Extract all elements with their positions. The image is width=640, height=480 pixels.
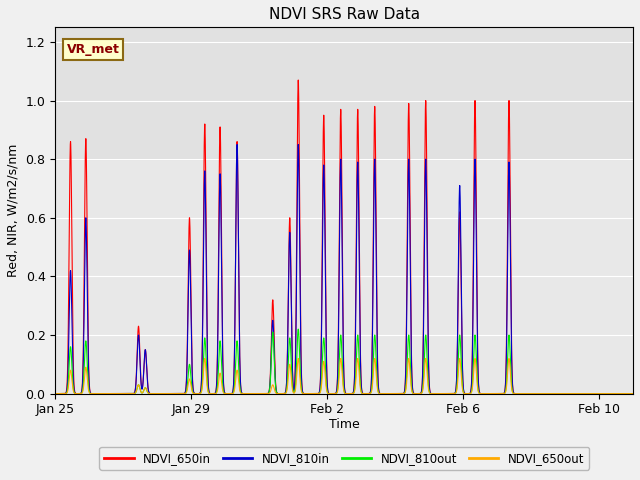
- Line: NDVI_650out: NDVI_650out: [55, 359, 633, 394]
- NDVI_650out: [51, 391, 59, 396]
- NDVI_810in: [51, 391, 59, 396]
- Y-axis label: Red, NIR, W/m2/s/nm: Red, NIR, W/m2/s/nm: [7, 144, 20, 277]
- NDVI_810out: [629, 391, 637, 396]
- NDVI_650in: [294, 77, 302, 83]
- NDVI_810out: [425, 385, 433, 391]
- NDVI_650in: [629, 391, 637, 396]
- NDVI_810out: [51, 391, 59, 396]
- NDVI_810in: [108, 391, 116, 396]
- Text: VR_met: VR_met: [67, 43, 120, 56]
- NDVI_650in: [425, 365, 433, 371]
- NDVI_650in: [51, 391, 59, 396]
- NDVI_810out: [136, 384, 143, 389]
- NDVI_650out: [629, 391, 637, 396]
- NDVI_810in: [294, 142, 302, 147]
- NDVI_650in: [557, 391, 565, 396]
- Line: NDVI_650in: NDVI_650in: [55, 80, 633, 394]
- Title: NDVI SRS Raw Data: NDVI SRS Raw Data: [269, 7, 420, 22]
- Line: NDVI_810in: NDVI_810in: [55, 144, 633, 394]
- NDVI_810in: [183, 369, 191, 375]
- NDVI_810out: [557, 391, 565, 396]
- NDVI_810out: [108, 391, 116, 396]
- NDVI_650out: [183, 388, 191, 394]
- NDVI_650in: [526, 391, 534, 396]
- NDVI_650out: [136, 384, 143, 389]
- NDVI_810in: [557, 391, 565, 396]
- NDVI_810out: [534, 391, 542, 396]
- NDVI_650in: [108, 391, 116, 396]
- NDVI_810out: [294, 326, 302, 332]
- NDVI_650out: [526, 391, 534, 396]
- NDVI_650out: [425, 387, 433, 393]
- NDVI_650out: [108, 391, 116, 396]
- NDVI_650out: [534, 391, 542, 396]
- NDVI_810out: [183, 386, 191, 392]
- NDVI_650out: [294, 356, 302, 361]
- NDVI_810in: [534, 391, 542, 396]
- NDVI_810in: [526, 391, 534, 396]
- Legend: NDVI_650in, NDVI_810in, NDVI_810out, NDVI_650out: NDVI_650in, NDVI_810in, NDVI_810out, NDV…: [99, 447, 589, 469]
- NDVI_650in: [534, 391, 542, 396]
- NDVI_810in: [425, 370, 433, 376]
- Line: NDVI_810out: NDVI_810out: [55, 329, 633, 394]
- Bar: [55, 27, 633, 159]
- NDVI_650out: [557, 391, 565, 396]
- NDVI_810in: [629, 391, 637, 396]
- NDVI_810out: [526, 391, 534, 396]
- NDVI_650in: [136, 335, 143, 340]
- NDVI_650in: [183, 364, 191, 370]
- NDVI_810in: [136, 342, 143, 348]
- X-axis label: Time: Time: [329, 418, 360, 431]
